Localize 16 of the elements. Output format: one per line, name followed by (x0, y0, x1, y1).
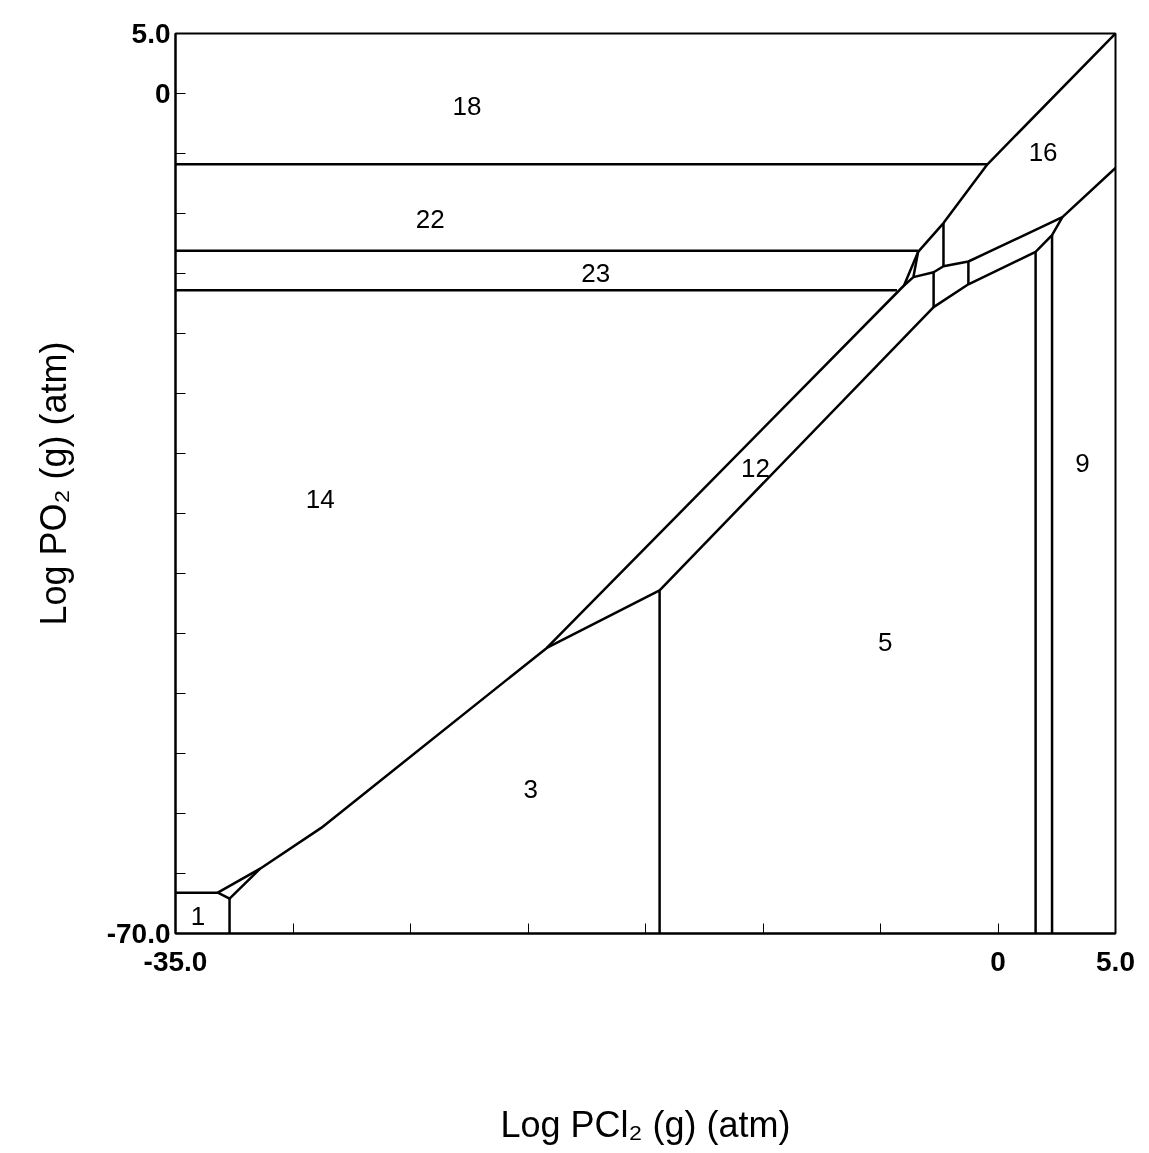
y-tick-label: 5.0 (131, 18, 171, 49)
x-tick-label: 0 (990, 945, 1006, 977)
annotation: 3 (523, 773, 539, 804)
annotation: 16 (1028, 137, 1058, 168)
x-tick-label: 5.0 (1096, 945, 1135, 977)
annotation: 12 (741, 453, 770, 484)
annotation: 18 (452, 90, 482, 121)
y-axis-title: Log PO₂ (g) (atm) (32, 341, 74, 626)
annotation: 9 (1075, 447, 1090, 478)
annotation: 1 (190, 900, 206, 931)
annotation: 22 (415, 203, 445, 234)
annotation: 5 (877, 626, 893, 657)
annotation: 23 (581, 257, 611, 288)
x-axis-title: Log PCl₂ (g) (atm) (500, 1103, 791, 1145)
annotation: 14 (305, 483, 335, 514)
y-tick-label: 0 (154, 78, 171, 109)
